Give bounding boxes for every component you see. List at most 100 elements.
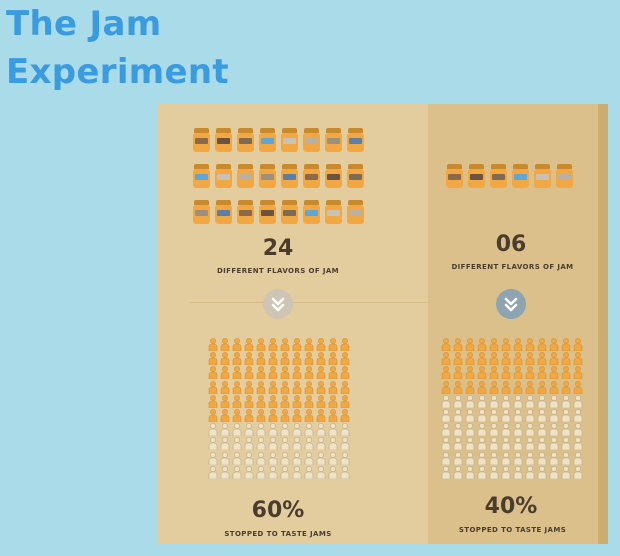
person-icon-passed xyxy=(561,465,571,479)
person-icon-passed xyxy=(465,465,475,479)
jam-jar-icon xyxy=(347,128,364,152)
person-icon-stopped xyxy=(304,352,314,366)
person-icon-passed xyxy=(208,437,218,451)
person-icon-stopped xyxy=(549,380,559,394)
person-icon-passed xyxy=(453,465,463,479)
person-icon-stopped xyxy=(232,380,242,394)
person-icon-stopped xyxy=(465,352,475,366)
person-icon-passed xyxy=(304,465,314,479)
person-icon-stopped xyxy=(561,338,571,351)
person-icon-stopped xyxy=(208,352,218,366)
jam-jar-icon xyxy=(468,164,485,188)
person-icon-stopped xyxy=(453,380,463,394)
jam-jar-icon xyxy=(325,200,342,224)
person-icon-stopped xyxy=(208,366,218,380)
person-icon-stopped xyxy=(244,409,254,422)
person-icon-stopped xyxy=(256,409,266,422)
person-icon-stopped xyxy=(232,352,242,366)
person-icon-stopped xyxy=(525,366,535,380)
person-icon-passed xyxy=(441,394,451,408)
person-icon-stopped xyxy=(441,380,451,394)
person-icon-passed xyxy=(501,437,511,451)
person-icon-stopped xyxy=(208,409,218,422)
person-icon-stopped xyxy=(441,366,451,380)
person-icon-passed xyxy=(441,423,451,437)
person-icon-passed xyxy=(244,437,254,451)
person-icon-passed xyxy=(232,465,242,479)
person-icon-stopped xyxy=(292,352,302,366)
person-icon-passed xyxy=(525,409,535,422)
person-icon-stopped xyxy=(292,380,302,394)
person-icon-stopped xyxy=(465,380,475,394)
person-icon-stopped xyxy=(501,380,511,394)
person-icon-stopped xyxy=(489,366,499,380)
right-flavors-label: DIFFERENT FLAVORS OF JAM xyxy=(451,263,574,271)
person-icon-stopped xyxy=(316,394,326,408)
page-title: The Jam Experiment xyxy=(6,0,229,96)
person-icon-passed xyxy=(328,423,338,437)
person-icon-passed xyxy=(501,423,511,437)
person-icon-stopped xyxy=(208,380,218,394)
person-icon-passed xyxy=(489,394,499,408)
person-icon-passed xyxy=(549,409,559,422)
person-icon-passed xyxy=(465,423,475,437)
left-arrow-icon xyxy=(263,289,293,319)
person-icon-passed xyxy=(340,437,350,451)
person-icon-stopped xyxy=(453,366,463,380)
person-icon-passed xyxy=(292,437,302,451)
person-icon-passed xyxy=(208,451,218,465)
person-icon-passed xyxy=(340,465,350,479)
person-icon-stopped xyxy=(525,338,535,351)
person-icon-passed xyxy=(573,394,583,408)
person-icon-stopped xyxy=(340,380,350,394)
right-percent-label: STOPPED TO TASTE JAMS xyxy=(458,526,567,534)
person-icon-stopped xyxy=(561,380,571,394)
person-icon-stopped xyxy=(316,380,326,394)
person-icon-stopped xyxy=(256,366,266,380)
person-icon-passed xyxy=(525,437,535,451)
jam-jar-icon xyxy=(281,128,298,152)
person-icon-passed xyxy=(268,437,278,451)
person-icon-passed xyxy=(561,451,571,465)
person-icon-passed xyxy=(561,423,571,437)
person-icon-passed xyxy=(489,465,499,479)
person-icon-passed xyxy=(220,465,230,479)
jam-jar-icon xyxy=(512,164,529,188)
person-icon-passed xyxy=(453,423,463,437)
person-icon-stopped xyxy=(489,338,499,351)
jam-jar-icon xyxy=(193,164,210,188)
person-icon-stopped xyxy=(220,338,230,351)
person-icon-passed xyxy=(256,451,266,465)
jam-jar-icon xyxy=(237,128,254,152)
person-icon-stopped xyxy=(232,409,242,422)
person-icon-stopped xyxy=(489,352,499,366)
person-icon-stopped xyxy=(316,409,326,422)
person-icon-stopped xyxy=(280,366,290,380)
person-icon-passed xyxy=(453,409,463,422)
person-icon-stopped xyxy=(340,366,350,380)
person-icon-passed xyxy=(513,409,523,422)
right-flavors-number: 06 xyxy=(495,232,527,257)
person-icon-passed xyxy=(573,437,583,451)
person-icon-passed xyxy=(525,465,535,479)
person-icon-stopped xyxy=(501,366,511,380)
person-icon-stopped xyxy=(244,352,254,366)
person-icon-stopped xyxy=(549,338,559,351)
person-icon-passed xyxy=(304,437,314,451)
person-icon-stopped xyxy=(453,352,463,366)
person-icon-passed xyxy=(549,437,559,451)
jam-jar-icon xyxy=(281,200,298,224)
person-icon-stopped xyxy=(340,409,350,422)
person-icon-stopped xyxy=(477,380,487,394)
person-icon-passed xyxy=(292,451,302,465)
jam-jar-icon xyxy=(215,164,232,188)
jam-jar-icon xyxy=(215,200,232,224)
person-icon-passed xyxy=(208,465,218,479)
person-icon-passed xyxy=(513,451,523,465)
jam-jar-icon xyxy=(281,164,298,188)
person-icon-passed xyxy=(573,451,583,465)
person-icon-stopped xyxy=(549,366,559,380)
jam-jar-icon xyxy=(237,164,254,188)
person-icon-stopped xyxy=(525,352,535,366)
person-icon-stopped xyxy=(513,352,523,366)
